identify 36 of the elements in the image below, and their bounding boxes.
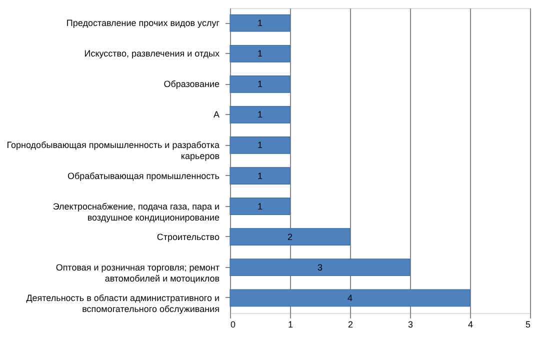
bar — [230, 258, 410, 276]
y-tick-label: Образование — [164, 79, 220, 90]
y-tick-label: Искусство, развлечения и отдых — [84, 48, 220, 59]
bar — [230, 14, 290, 32]
data-label: 1 — [257, 170, 263, 181]
y-tick-label: Горнодобывающая промышленность и разработка карьеров — [6, 140, 220, 162]
data-label: 1 — [257, 110, 263, 120]
y-tick-label: Оптовая и розничная торговля; ремонт автомобилей и мотоциклов — [56, 262, 220, 284]
x-tick-label: 2 — [348, 320, 354, 330]
bar — [230, 136, 290, 154]
bar — [230, 198, 290, 215]
x-tick-label: 5 — [525, 320, 530, 330]
y-tick-label: Предоставление прочих видов услуг — [66, 18, 220, 28]
x-tick-label: 0 — [230, 320, 236, 330]
bar — [230, 44, 290, 62]
data-label: 2 — [287, 232, 293, 242]
data-label: 1 — [257, 48, 263, 59]
y-tick-label: Деятельность в области административного и вспомогательного обслуживания — [26, 292, 220, 314]
bar — [230, 75, 290, 93]
data-label: 3 — [317, 262, 323, 272]
y-tick-label: Обрабатывающая промышленность — [67, 170, 220, 181]
y-tick-label: Электроснабжение, подача газа, пара и воздушное кондиционирование — [52, 201, 220, 222]
y-tick-label: А — [213, 110, 220, 120]
x-tick-label: 4 — [468, 320, 474, 330]
data-label: 4 — [347, 292, 353, 303]
data-label: 1 — [257, 79, 263, 90]
data-label: 1 — [257, 201, 263, 212]
y-tick-label: Строительство — [156, 232, 220, 242]
bar — [230, 106, 290, 124]
bar — [230, 167, 290, 184]
bar — [230, 289, 470, 307]
data-label: 1 — [257, 140, 263, 150]
bar — [230, 228, 350, 246]
x-tick-label: 3 — [408, 320, 414, 330]
x-tick-label: 1 — [288, 320, 294, 330]
data-label: 1 — [257, 18, 263, 28]
